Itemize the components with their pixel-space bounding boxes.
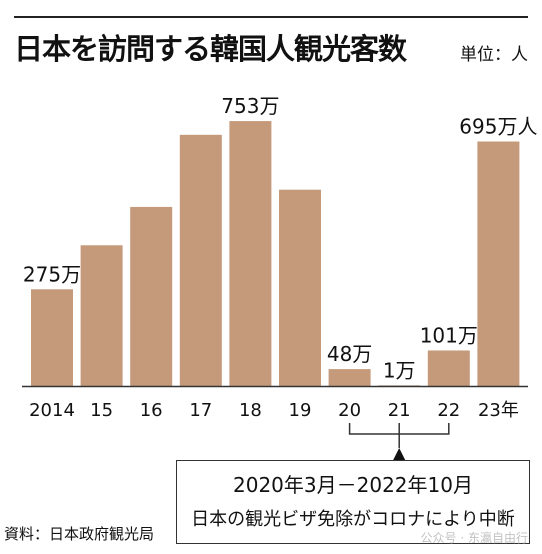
bar-19 [279,189,321,386]
note-period: 2020年3月－2022年10月 [233,473,473,497]
x-tick-22: 22 [437,400,460,421]
bar-20 [328,369,371,386]
x-tick-19: 19 [289,400,312,421]
visa-suspension-note: 2020年3月－2022年10月 日本の観光ビザ免除がコロナにより中断 [176,460,530,544]
x-tick-23年: 23年 [478,400,519,421]
x-tick-15: 15 [90,400,113,421]
data-label-23年: 695万人 [459,114,537,138]
x-tick-17: 17 [189,400,212,421]
chart-title: 日本を訪問する韓国人観光客数 [14,32,407,66]
bar-17 [179,134,222,386]
x-tick-20: 20 [338,400,361,421]
bar-23年 [477,141,520,386]
watermark: 公众号 · 东瀛自由行 [420,531,528,545]
x-tick-16: 16 [140,400,163,421]
top-rule [14,16,528,18]
data-label-2014: 275万 [23,262,81,286]
bar-21 [378,385,421,386]
note-description: 日本の観光ビザ免除がコロナにより中断 [191,509,515,530]
bracket-arrow-icon [393,448,406,460]
unit-label: 単位：人 [460,45,528,65]
bar-16 [130,206,173,386]
x-tick-18: 18 [239,400,262,421]
bar-18 [229,121,272,386]
data-label-18: 753万 [221,94,279,118]
source-note: 資料：日本政府観光局 [4,525,155,543]
x-tick-21: 21 [388,400,411,421]
data-label-22: 101万 [420,323,478,347]
data-label-20: 48万 [327,342,372,366]
bar-2014 [31,289,73,386]
x-tick-labels-layer: 2014 15 16 17 18 19 20 21 22 23年 [29,400,519,421]
bracket-line [348,423,450,448]
bar-15 [80,245,123,386]
data-label-21: 1万 [383,358,416,382]
pause-period-bracket [348,423,450,460]
x-tick-2014: 2014 [29,400,75,421]
bar-22 [427,350,470,386]
bars-layer [31,121,520,386]
